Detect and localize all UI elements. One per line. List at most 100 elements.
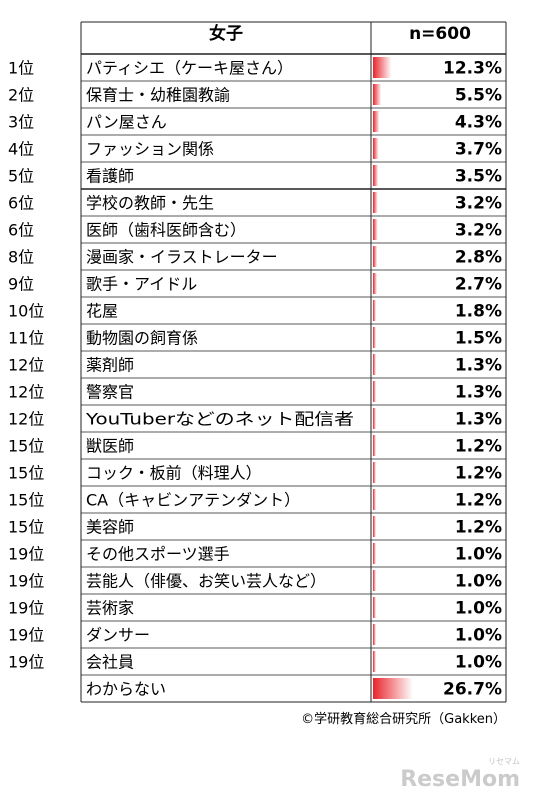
rank-label: 8位 [8,248,34,267]
value-label: 1.0% [455,545,502,565]
rank-label: 19位 [8,626,44,645]
rank-label: 4位 [8,140,34,159]
value-label: 1.3% [455,356,502,376]
watermark-logo: リセマム ReseMom [400,757,520,792]
value-label: 1.0% [455,653,502,673]
job-name: YouTuberなどのネット配信者 [85,410,354,429]
job-name: 医師（歯科医師含む） [86,221,246,240]
value-bar [373,489,376,510]
value-bar [373,408,376,429]
value-label: 1.8% [455,302,502,322]
value-label: 1.3% [455,383,502,403]
value-label: 26.7% [443,680,502,700]
rank-label: 19位 [8,653,44,672]
rank-label: 12位 [8,410,44,429]
job-name: 会社員 [86,653,134,672]
value-bar [373,219,378,240]
value-label: 3.5% [455,167,502,187]
value-bar [373,678,413,699]
value-label: 3.2% [455,221,502,241]
job-name: 看護師 [86,167,134,186]
job-name: CA（キャビンアテンダント） [86,491,300,510]
value-label: 1.2% [455,491,502,511]
value-label: 1.2% [455,437,502,457]
value-bar [373,246,378,267]
value-label: 3.7% [455,140,502,160]
job-name: その他スポーツ選手 [86,545,230,564]
job-name: 薬剤師 [86,356,134,375]
job-name: 漫画家・イラストレーター [86,248,278,267]
rank-label: 10位 [8,302,44,321]
rank-label: 19位 [8,545,44,564]
value-label: 2.8% [455,248,502,268]
value-bar [373,111,380,132]
value-bar [373,462,376,483]
rank-label: 6位 [8,221,34,240]
job-name: 動物園の飼育係 [86,329,198,348]
header-sample-label: n=600 [409,24,471,44]
source-credit: ©学研教育総合研究所（Gakken） [301,711,506,727]
rank-label: 9位 [8,275,34,294]
rank-label: 12位 [8,383,44,402]
value-bar [373,381,376,402]
job-name: 獣医師 [86,437,134,456]
rank-label: 15位 [8,437,44,456]
rank-label: 3位 [8,113,34,132]
value-bar [373,327,376,348]
value-label: 1.5% [455,329,502,349]
value-bar [373,84,382,105]
job-name: ダンサー [86,626,150,645]
value-label: 1.2% [455,464,502,484]
value-label: 5.5% [455,86,502,106]
watermark-sub: リセマム [488,757,520,766]
value-bar [373,651,376,672]
job-name: 警察官 [86,383,134,402]
job-name: 芸術家 [86,599,134,618]
job-name: 美容師 [86,518,134,537]
rank-label: 2位 [8,86,34,105]
value-label: 2.7% [455,275,502,295]
value-label: 1.0% [455,626,502,646]
job-name: パン屋さん [86,113,167,132]
value-label: 1.0% [455,599,502,619]
job-name: コック・板前（料理人） [86,464,262,483]
watermark-main: ReseMom [400,767,520,792]
job-name: パティシエ（ケーキ屋さん） [86,59,293,78]
value-bar [373,354,376,375]
value-label: 4.3% [455,113,502,133]
job-name: 芸能人（俳優、お笑い芸人など） [86,572,326,591]
value-bar [373,300,376,321]
value-bar [373,624,376,645]
job-name: ファッション関係 [86,140,214,159]
rank-label: 15位 [8,491,44,510]
rank-label: 15位 [8,518,44,537]
rank-label: 19位 [8,599,44,618]
value-bar [373,192,378,213]
value-label: 1.2% [455,518,502,538]
rank-label: 6位 [8,194,34,213]
rank-label: 19位 [8,572,44,591]
value-bar [373,435,376,456]
value-bar [373,138,379,159]
value-bar [373,273,378,294]
rank-label: 1位 [8,59,34,78]
value-label: 1.3% [455,410,502,430]
value-bar [373,597,376,618]
value-bar [373,570,376,591]
rank-label: 5位 [8,167,34,186]
job-name: 保育士・幼稚園教諭 [86,86,230,105]
job-name: 歌手・アイドル [86,275,197,294]
value-label: 12.3% [443,59,502,79]
job-name: 花屋 [86,302,118,321]
value-bar [373,57,392,78]
value-bar [373,516,376,537]
value-label: 1.0% [455,572,502,592]
rank-label: 15位 [8,464,44,483]
job-name: わからない [86,680,166,699]
rank-label: 11位 [8,329,44,348]
rank-label: 12位 [8,356,44,375]
job-name: 学校の教師・先生 [86,194,214,213]
value-label: 3.2% [455,194,502,214]
value-bar [373,543,376,564]
